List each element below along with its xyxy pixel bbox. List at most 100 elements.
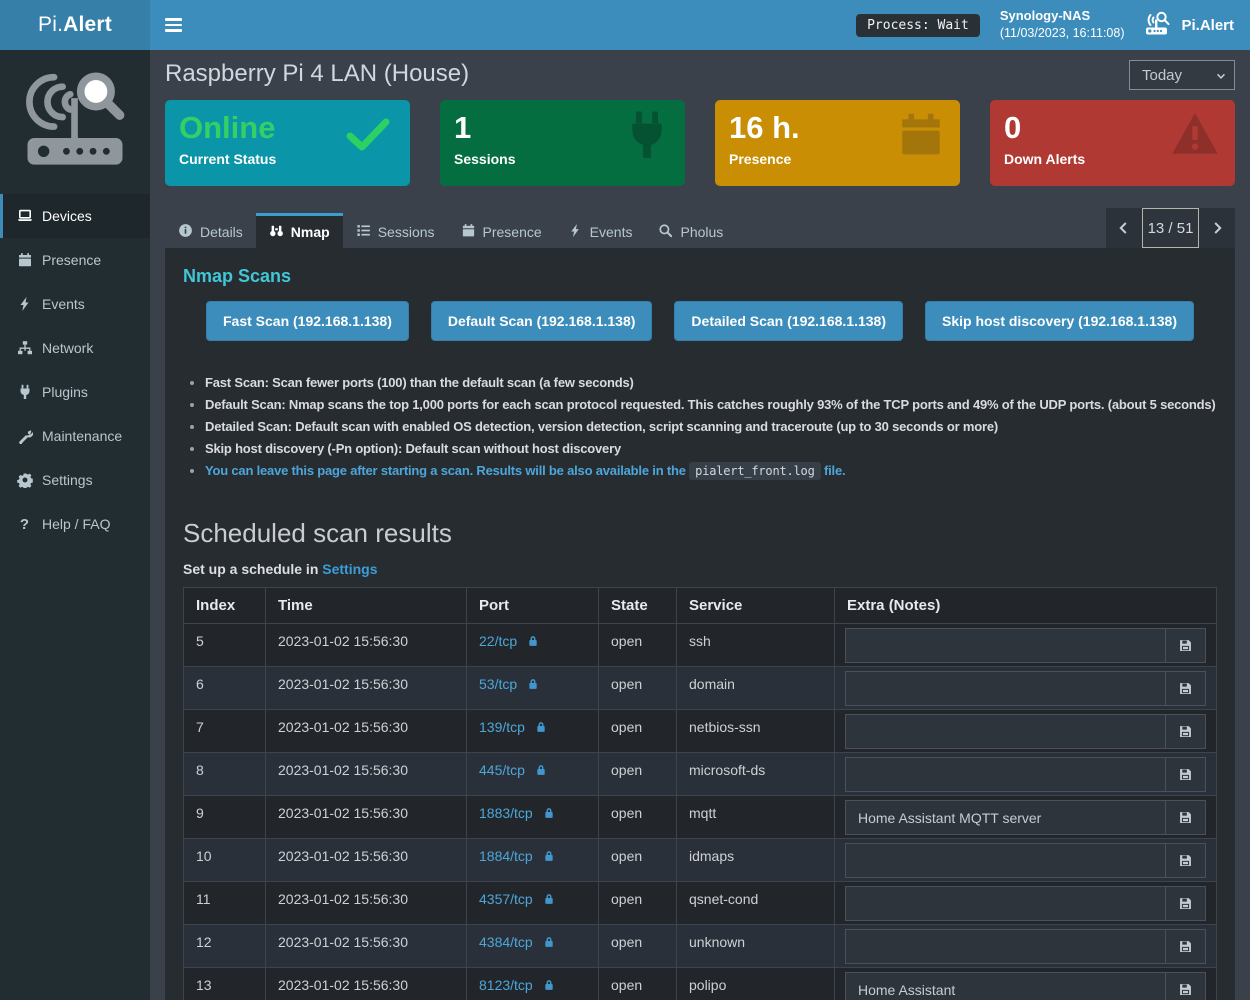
port-link[interactable]: 139/tcp [479, 719, 548, 735]
nmap-panel: Nmap Scans Fast Scan (192.168.1.138) Def… [165, 248, 1235, 1000]
app-logo[interactable]: Pi. Alert [0, 0, 150, 50]
table-row: 5 2023-01-02 15:56:30 22/tcp open ssh [183, 623, 1217, 667]
app-logo-bold: Alert [63, 13, 112, 36]
sidebar-item-label: Presence [42, 252, 102, 268]
sidebar-item-maintenance[interactable]: Maintenance [0, 414, 150, 458]
sidebar-item-label: Devices [42, 208, 92, 224]
period-select[interactable]: Today [1129, 60, 1235, 90]
card-value: 16 h. [729, 110, 800, 145]
tab-events[interactable]: Events [555, 213, 646, 248]
sidebar-item-plugins[interactable]: Plugins [0, 370, 150, 414]
scan-description-item: Skip host discovery (-Pn option): Defaul… [205, 441, 1217, 456]
cell-time: 2023-01-02 15:56:30 [265, 709, 467, 753]
cell-service: netbios-ssn [676, 709, 835, 753]
card-label: Presence [729, 150, 792, 167]
lock-icon [545, 937, 553, 947]
sidebar-item-help[interactable]: ? Help / FAQ [0, 502, 150, 546]
cell-extra [834, 623, 1217, 667]
device-tabs: Details Nmap Sessions Presence Events Ph… [165, 208, 1235, 248]
table-row: 10 2023-01-02 15:56:30 1884/tcp open idm… [183, 838, 1217, 882]
col-extra: Extra (Notes) [834, 587, 1217, 624]
card-presence: 16 h. Presence [715, 100, 960, 186]
note-input[interactable] [846, 930, 1165, 963]
scan-results-body: 5 2023-01-02 15:56:30 22/tcp open ssh 6 … [183, 623, 1217, 1000]
cell-extra [834, 838, 1217, 882]
skip-host-discovery-button[interactable]: Skip host discovery (192.168.1.138) [924, 301, 1194, 341]
port-link[interactable]: 1884/tcp [479, 848, 556, 864]
tab-details[interactable]: Details [165, 213, 256, 248]
card-current-status: Online Current Status [165, 100, 410, 186]
scan-log-note-suffix: file. [824, 463, 846, 478]
sidebar-item-settings[interactable]: Settings [0, 458, 150, 502]
save-icon [1180, 640, 1191, 651]
info-icon [178, 223, 193, 241]
cell-extra [834, 666, 1217, 710]
save-note-button[interactable] [1165, 672, 1205, 705]
save-note-button[interactable] [1165, 930, 1205, 963]
note-input[interactable] [846, 973, 1165, 1000]
note-input[interactable] [846, 629, 1165, 662]
cell-service: domain [676, 666, 835, 710]
port-link[interactable]: 22/tcp [479, 633, 540, 649]
port-link[interactable]: 8123/tcp [479, 977, 556, 993]
cell-index: 13 [183, 967, 266, 1000]
sidebar-item-events[interactable]: Events [0, 282, 150, 326]
save-icon [1180, 769, 1191, 780]
cell-port: 53/tcp [466, 666, 599, 710]
period-select-wrap: Today [1129, 60, 1235, 90]
cell-time: 2023-01-02 15:56:30 [265, 795, 467, 839]
default-scan-button[interactable]: Default Scan (192.168.1.138) [430, 301, 653, 341]
cell-time: 2023-01-02 15:56:30 [265, 623, 467, 667]
calendar-icon [16, 252, 33, 269]
sidebar-item-presence[interactable]: Presence [0, 238, 150, 282]
save-note-button[interactable] [1165, 629, 1205, 662]
tab-label: Sessions [377, 224, 435, 240]
port-link[interactable]: 445/tcp [479, 762, 548, 778]
table-row: 6 2023-01-02 15:56:30 53/tcp open domain [183, 666, 1217, 710]
card-label: Sessions [454, 150, 516, 167]
save-icon [1180, 941, 1191, 952]
prev-device-button[interactable] [1106, 208, 1142, 248]
port-link[interactable]: 1883/tcp [479, 805, 556, 821]
save-note-button[interactable] [1165, 758, 1205, 791]
note-input[interactable] [846, 844, 1165, 877]
port-link[interactable]: 4357/tcp [479, 891, 556, 907]
cell-state: open [598, 666, 677, 710]
next-device-button[interactable] [1199, 208, 1235, 248]
page-title: Raspberry Pi 4 LAN (House) [165, 60, 470, 87]
note-input[interactable] [846, 758, 1165, 791]
settings-link[interactable]: Settings [322, 561, 378, 577]
save-note-button[interactable] [1165, 801, 1205, 834]
gear-icon [16, 472, 33, 489]
tab-nmap[interactable]: Nmap [255, 213, 343, 248]
port-link[interactable]: 4384/tcp [479, 934, 556, 950]
save-note-button[interactable] [1165, 973, 1205, 1000]
hamburger-icon[interactable] [150, 0, 196, 50]
tab-pholus[interactable]: Pholus [645, 213, 736, 248]
top-nav: Process: Wait Synology-NAS (11/03/2023, … [150, 0, 1250, 50]
tab-sessions[interactable]: Sessions [343, 213, 448, 248]
cell-extra [834, 795, 1217, 839]
sidebar-item-devices[interactable]: Devices [0, 194, 150, 238]
cell-index: 10 [183, 838, 266, 882]
cell-state: open [598, 795, 677, 839]
note-input[interactable] [846, 801, 1165, 834]
port-link[interactable]: 53/tcp [479, 676, 540, 692]
save-note-button[interactable] [1165, 887, 1205, 920]
detailed-scan-button[interactable]: Detailed Scan (192.168.1.138) [674, 301, 903, 341]
save-note-button[interactable] [1165, 715, 1205, 748]
note-input[interactable] [846, 715, 1165, 748]
save-note-button[interactable] [1165, 844, 1205, 877]
bolt-icon [16, 296, 33, 313]
sidebar-item-network[interactable]: Network [0, 326, 150, 370]
note-input[interactable] [846, 887, 1165, 920]
server-info: Synology-NAS (11/03/2023, 16:11:08) [1000, 7, 1125, 43]
tab-presence[interactable]: Presence [448, 213, 555, 248]
save-icon [1180, 683, 1191, 694]
app-brand[interactable]: Pi.Alert [1144, 11, 1234, 40]
cell-state: open [598, 838, 677, 882]
note-input[interactable] [846, 672, 1165, 705]
cell-state: open [598, 924, 677, 968]
tab-label: Presence [482, 224, 542, 240]
fast-scan-button[interactable]: Fast Scan (192.168.1.138) [205, 301, 409, 341]
